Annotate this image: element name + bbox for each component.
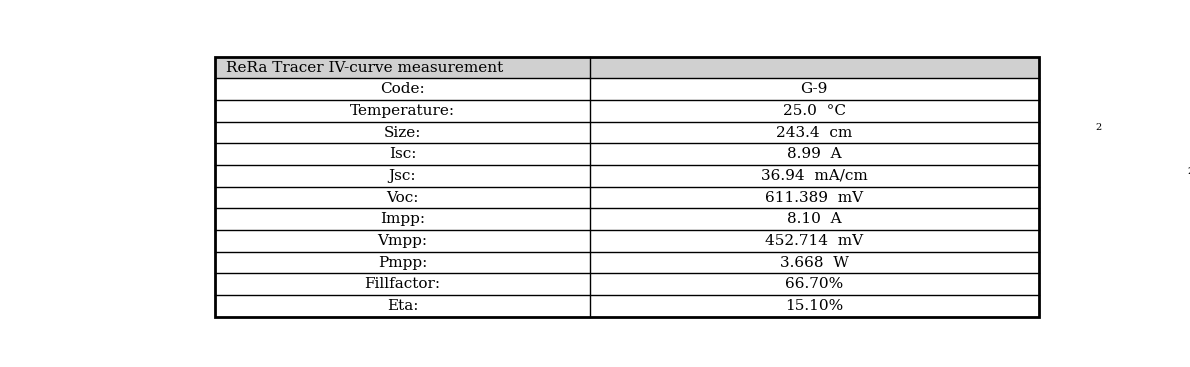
Text: 452.714  mV: 452.714 mV	[765, 234, 864, 248]
Text: Fillfactor:: Fillfactor:	[364, 277, 440, 291]
Text: 243.4  cm: 243.4 cm	[776, 126, 852, 139]
Text: Eta:: Eta:	[387, 299, 418, 313]
Text: Jsc:: Jsc:	[389, 169, 416, 183]
Text: Pmpp:: Pmpp:	[378, 255, 427, 270]
Bar	[215, 57, 1039, 317]
Bar	[215, 252, 1039, 273]
Text: 66.70%: 66.70%	[785, 277, 844, 291]
Text: Isc:: Isc:	[389, 147, 416, 161]
Bar	[215, 273, 1039, 295]
Text: 36.94  mA/cm: 36.94 mA/cm	[760, 169, 868, 183]
Text: 8.99  A: 8.99 A	[787, 147, 841, 161]
Bar	[215, 295, 1039, 317]
Text: Impp:: Impp:	[380, 212, 425, 226]
Bar	[215, 79, 1039, 100]
Text: 8.10  A: 8.10 A	[787, 212, 841, 226]
Bar	[215, 165, 1039, 187]
Bar	[215, 122, 1039, 143]
Text: 2: 2	[1096, 123, 1102, 132]
Text: 15.10%: 15.10%	[785, 299, 844, 313]
Bar	[215, 208, 1039, 230]
Bar	[215, 230, 1039, 252]
Bar	[215, 143, 1039, 165]
Text: G-9: G-9	[801, 82, 828, 96]
Text: Vmpp:: Vmpp:	[377, 234, 427, 248]
Text: 25.0  °C: 25.0 °C	[783, 104, 846, 118]
Text: Temperature:: Temperature:	[350, 104, 455, 118]
Text: 2: 2	[1186, 167, 1190, 176]
Text: 611.389  mV: 611.389 mV	[765, 190, 864, 204]
Text: Voc:: Voc:	[387, 190, 419, 204]
Text: Code:: Code:	[380, 82, 425, 96]
Bar	[215, 187, 1039, 208]
Text: 3.668  W: 3.668 W	[779, 255, 848, 270]
Text: ReRa Tracer IV-curve measurement: ReRa Tracer IV-curve measurement	[226, 61, 503, 75]
Bar	[215, 100, 1039, 122]
Text: Size:: Size:	[383, 126, 421, 139]
Bar	[215, 57, 1039, 79]
